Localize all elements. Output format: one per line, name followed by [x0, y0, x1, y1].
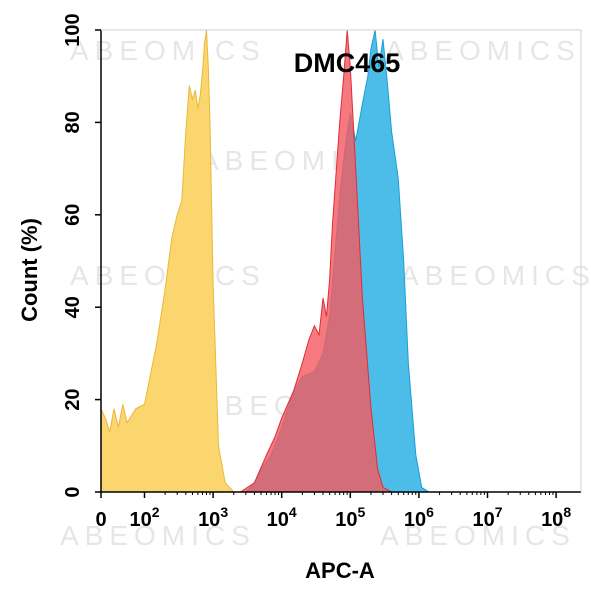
histogram-series-3 [238, 29, 392, 493]
y-axis-label: Count (%) [17, 218, 42, 322]
watermark-text: ABEOMICS [385, 35, 581, 66]
watermark-text: ABEOMICS [380, 520, 576, 551]
y-tick-label: 80 [62, 111, 84, 133]
x-tick-label: 105 [335, 504, 365, 531]
x-tick-label: 104 [267, 504, 297, 531]
x-axis-label: APC-A [305, 558, 375, 583]
y-tick-label: 40 [62, 296, 84, 318]
x-tick-label: 0 [95, 509, 106, 531]
histogram-series-1 [100, 29, 246, 493]
y-tick-label: 100 [62, 13, 84, 46]
watermark-text: ABEOMICS [60, 520, 256, 551]
y-tick-label: 20 [62, 388, 84, 410]
watermark-text: ABEOMICS [400, 260, 591, 291]
y-tick-label: 0 [62, 486, 84, 497]
watermark-text: ABEOMICS [70, 35, 266, 66]
y-tick-label: 60 [62, 204, 84, 226]
x-tick-label: 103 [198, 504, 228, 531]
chart-title: DMC465 [294, 48, 401, 78]
series-layer [100, 29, 431, 493]
